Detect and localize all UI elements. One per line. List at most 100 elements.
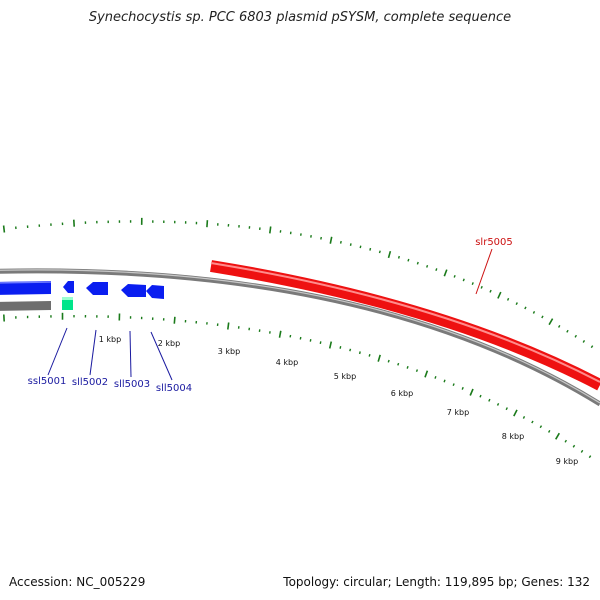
outer-tick-43 — [453, 274, 456, 278]
outer-tick-45 — [471, 282, 474, 285]
inner-tick-35 — [377, 354, 381, 362]
outer-tick-18 — [206, 220, 209, 228]
gene-label-sll5003: sll5003 — [114, 379, 150, 390]
leader-sll5002 — [89, 329, 97, 376]
inner-tick-59 — [588, 455, 592, 459]
gene-slr5005-highlight — [210, 262, 600, 383]
gene-ssl5001[interactable] — [62, 297, 73, 310]
outer-tick-40 — [426, 264, 429, 268]
outer-tick-50 — [515, 302, 518, 306]
inner-tick-57 — [572, 444, 576, 448]
kbp-labels: 1 kbp 2 kbp 3 kbp 4 kbp 5 kbp 6 kbp 7 kbp 8 kbp… — [99, 335, 578, 466]
outer-tick-38 — [407, 258, 410, 262]
outer-tick-56 — [566, 329, 569, 333]
plasmid-backbone-highlight — [0, 269, 600, 404]
inner-tick-45 — [469, 388, 474, 396]
outer-tick-29 — [320, 236, 322, 240]
gene-label-ssl5001: ssl5001 — [28, 376, 67, 387]
gene-label-slr5005: slr5005 — [475, 237, 513, 248]
inner-tick-25 — [278, 330, 282, 338]
inner-tick-51 — [522, 415, 526, 419]
outer-tick-52 — [532, 310, 536, 314]
kbp-label-1: 1 kbp — [99, 335, 121, 344]
inner-tick-26 — [289, 334, 292, 338]
inner-tick-15 — [173, 316, 176, 324]
kbp-label-2: 2 kbp — [158, 339, 180, 348]
leader-ssl5001 — [47, 327, 68, 376]
inner-tick-40 — [424, 370, 429, 378]
outer-tick-0 — [2, 225, 6, 233]
kbp-label-4: 4 kbp — [276, 358, 298, 367]
outer-tick-47 — [489, 289, 492, 293]
gene-sll5003[interactable] — [86, 282, 108, 295]
gene-ssl5001-highlight — [62, 297, 73, 300]
outer-tick-51 — [524, 306, 527, 310]
outer-tick-24 — [269, 226, 272, 234]
outer-tick-34 — [369, 247, 372, 251]
inner-tick-55 — [555, 432, 560, 440]
gene-sll5002[interactable] — [63, 281, 74, 293]
map-title: Synechocystis sp. PCC 6803 plasmid pSYSM… — [88, 10, 512, 25]
outer-tick-37 — [397, 255, 400, 259]
gene-label-sll5002: sll5002 — [72, 377, 108, 388]
inner-tick-56 — [564, 439, 568, 443]
kbp-label-7: 7 kbp — [447, 408, 469, 417]
reverse-strand-segment — [0, 301, 51, 311]
outer-tick-36 — [387, 250, 392, 259]
outer-tick-55 — [557, 324, 561, 328]
leader-sll5004 — [150, 331, 173, 381]
outer-tick-44 — [462, 278, 465, 282]
inner-tick-30 — [328, 341, 333, 349]
inner-tick-53 — [539, 425, 543, 429]
inner-tick-32 — [349, 348, 352, 352]
inner-tick-36 — [387, 359, 390, 363]
inner-tick-42 — [443, 379, 446, 383]
gene-sll5004-part[interactable] — [146, 285, 164, 299]
inner-tick-34 — [368, 354, 371, 357]
outer-tick-39 — [416, 261, 419, 265]
inner-tick-52 — [531, 420, 534, 424]
outer-tick-ring — [2, 217, 594, 349]
inner-tick-54 — [547, 429, 551, 433]
accession-text: Accession: NC_005229 — [9, 575, 146, 589]
outer-tick-33 — [359, 245, 362, 249]
outer-tick-31 — [339, 240, 342, 244]
inner-tick-20 — [227, 322, 230, 330]
inner-tick-ring — [3, 312, 592, 459]
outer-tick-46 — [480, 285, 483, 289]
outer-tick-32 — [349, 243, 352, 246]
kbp-label-5: 5 kbp — [334, 372, 356, 381]
outer-tick-59 — [590, 345, 594, 349]
outer-tick-41 — [435, 268, 438, 271]
gene-slr5005[interactable] — [210, 260, 600, 391]
inner-tick-41 — [434, 376, 437, 379]
outer-tick-42 — [443, 269, 448, 277]
inner-tick-31 — [339, 346, 342, 349]
kbp-label-6: 6 kbp — [391, 389, 413, 398]
inner-tick-46 — [479, 394, 482, 398]
kbp-label-8: 8 kbp — [502, 432, 524, 441]
inner-tick-27 — [299, 336, 302, 340]
outer-tick-48 — [497, 291, 502, 299]
outer-tick-49 — [506, 297, 510, 301]
inner-tick-38 — [406, 365, 409, 369]
outer-tick-57 — [574, 334, 578, 338]
gene-block-left-highlight — [0, 281, 52, 284]
inner-tick-43 — [452, 383, 455, 387]
plasmid-backbone — [0, 268, 600, 407]
inner-tick-47 — [488, 398, 491, 402]
inner-tick-48 — [496, 402, 500, 406]
outer-tick-53 — [541, 315, 544, 319]
gene-block-left[interactable] — [0, 281, 51, 295]
kbp-label-3: 3 kbp — [218, 347, 240, 356]
inner-tick-29 — [319, 341, 322, 345]
topology-summary: Topology: circular; Length: 119,895 bp; … — [283, 575, 590, 589]
inner-tick-28 — [309, 339, 312, 342]
inner-tick-33 — [358, 351, 361, 355]
inner-tick-39 — [415, 369, 419, 373]
kbp-label-9: 9 kbp — [556, 457, 578, 466]
leader-slr5005 — [475, 248, 493, 295]
gene-sll5004[interactable] — [121, 284, 146, 297]
inner-tick-50 — [513, 409, 518, 417]
